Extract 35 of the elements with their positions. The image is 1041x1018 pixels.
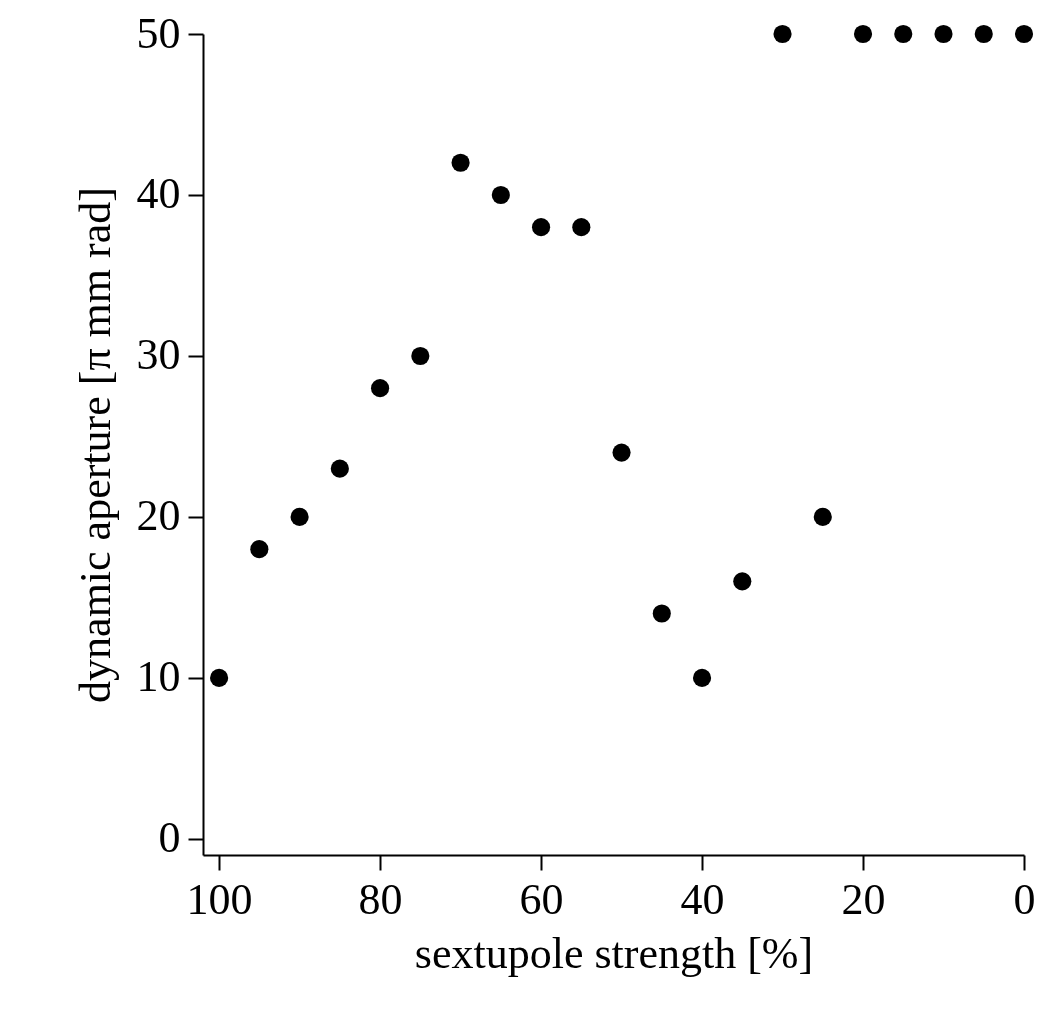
point <box>894 24 913 44</box>
y-tick-label: 20 <box>136 491 181 541</box>
y-tick-label: 10 <box>136 652 181 702</box>
point <box>330 459 349 478</box>
point <box>652 604 671 623</box>
point <box>1014 24 1034 44</box>
point <box>733 572 752 591</box>
point <box>371 379 390 398</box>
x-tick-label: 40 <box>680 874 725 924</box>
point <box>572 218 591 237</box>
point <box>692 668 712 687</box>
point <box>853 24 873 44</box>
point <box>531 218 551 237</box>
x-tick-label: 100 <box>186 874 253 924</box>
x-tick-label: 80 <box>358 874 403 924</box>
point <box>250 540 269 559</box>
x-tick-label: 0 <box>1013 874 1036 924</box>
y-tick-label: 30 <box>136 330 181 380</box>
y-tick-label: 50 <box>136 8 181 58</box>
y-tick-label: 40 <box>136 169 181 219</box>
point <box>210 668 229 687</box>
point <box>411 346 430 366</box>
point <box>612 443 631 462</box>
x-tick-label: 60 <box>519 874 564 924</box>
point <box>813 507 832 527</box>
y-axis-title: dynamic aperture [π mm rad] <box>70 187 120 703</box>
point <box>451 153 470 172</box>
x-axis-title: sextupole strength [%] <box>414 928 814 978</box>
y-tick-label: 0 <box>158 813 181 863</box>
point <box>491 185 510 205</box>
x-tick-label: 20 <box>841 874 886 924</box>
point <box>773 24 792 44</box>
point <box>974 24 993 44</box>
point <box>290 507 309 527</box>
point <box>934 24 953 44</box>
